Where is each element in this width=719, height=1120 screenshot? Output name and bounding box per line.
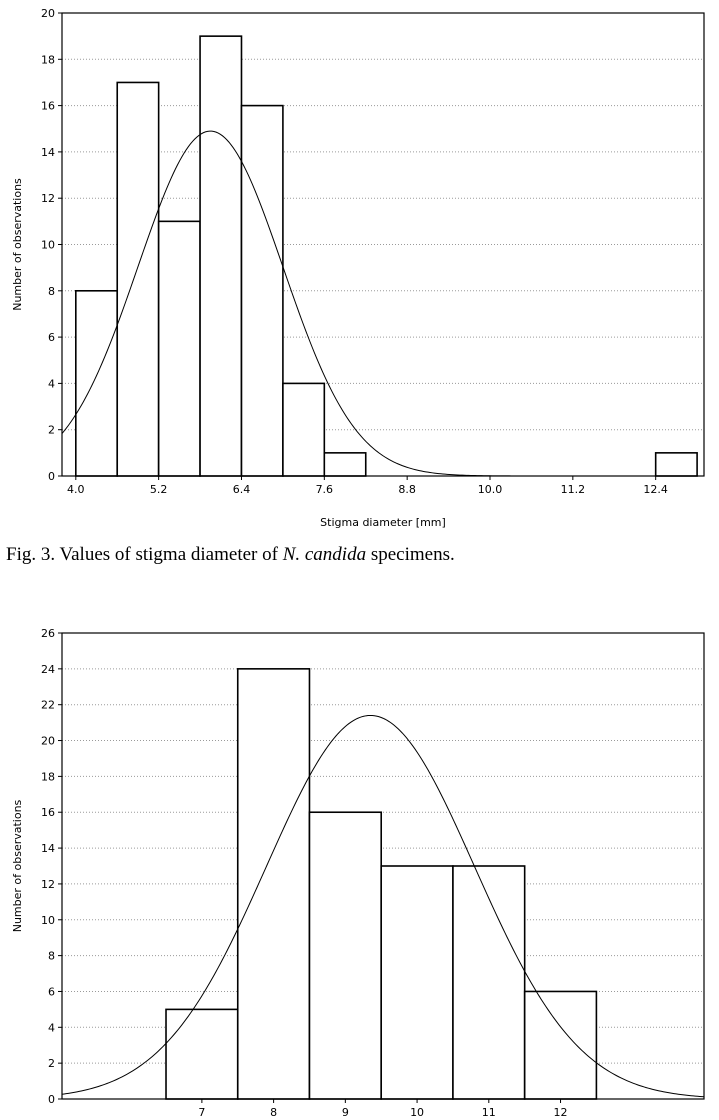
x-tick-label: 11 <box>482 1106 496 1119</box>
histogram-bar <box>165 1008 239 1100</box>
y-tick-label: 8 <box>48 285 55 298</box>
normal-curve <box>61 714 705 1098</box>
y-tick-label: 22 <box>41 699 55 712</box>
x-tick-label: 5.2 <box>150 483 168 496</box>
x-tick-label: 12.4 <box>643 483 668 496</box>
y-tick-label: 12 <box>41 878 55 891</box>
histogram-bar <box>236 668 311 1100</box>
figure-1-caption: Fig. 3. Values of stigma diameter of N. … <box>6 544 455 566</box>
y-tick-label: 16 <box>41 806 55 819</box>
y-axis-label: Number of observations <box>11 178 24 311</box>
x-tick-label: 7.6 <box>316 483 334 496</box>
y-tick-label: 2 <box>48 1057 55 1070</box>
y-tick-label: 18 <box>41 770 55 783</box>
y-tick-label: 10 <box>41 239 55 252</box>
y-tick-label: 0 <box>48 470 55 483</box>
histogram-chart-1: 0 2 4 6 8 10 12 14 16 18 20 4.0 5.2 6.4 7.6 8.8 10.0 11.2… <box>11 7 705 529</box>
histogram-bar <box>199 35 243 477</box>
figure-1: 0 2 4 6 8 10 12 14 16 18 20 4.0 5.2 6.4 7.6 8.8 10.0 11.2… <box>0 0 719 565</box>
histogram-bar <box>282 382 326 477</box>
y-tick-label: 12 <box>41 192 55 205</box>
histogram-bar <box>380 865 454 1100</box>
y-tick-label: 8 <box>48 950 55 963</box>
plot-frame <box>61 632 705 1100</box>
x-tick-label: 9 <box>342 1106 349 1119</box>
histogram-bar <box>116 81 160 477</box>
y-tick-label: 4 <box>48 1021 55 1034</box>
y-tick-label: 6 <box>48 985 55 998</box>
histogram-bar <box>75 289 119 477</box>
x-tick-label: 7 <box>198 1106 205 1119</box>
x-tick-label: 10 <box>410 1106 424 1119</box>
y-tick-label: 4 <box>48 377 55 390</box>
histogram-bar <box>157 220 201 477</box>
x-tick-label: 8 <box>270 1106 277 1119</box>
y-tick-label: 14 <box>41 842 55 855</box>
y-tick-label: 2 <box>48 424 55 437</box>
histogram-bar <box>323 452 367 477</box>
y-axis-label: Number of observations <box>11 799 24 932</box>
y-tick-label: 6 <box>48 331 55 344</box>
y-tick-label: 18 <box>41 53 55 66</box>
histogram-bar <box>654 452 698 477</box>
figure-2: 0 2 4 6 8 10 12 14 16 18 20 22 24 26 7 8 9 10 11 12 Number o… <box>0 620 719 1120</box>
y-tick-label: 14 <box>41 146 55 159</box>
y-tick-label: 24 <box>41 663 55 676</box>
y-tick-label: 0 <box>48 1093 55 1106</box>
histogram-bar <box>452 865 526 1100</box>
histogram-bar <box>523 990 598 1100</box>
y-tick-label: 10 <box>41 914 55 927</box>
x-tick-label: 4.0 <box>67 483 85 496</box>
caption-suffix: specimens. <box>366 544 455 565</box>
x-tick-label: 10.0 <box>478 483 503 496</box>
y-tick-label: 20 <box>41 735 55 748</box>
caption-prefix: Fig. 3. Values of stigma diameter of <box>6 544 283 565</box>
histogram-bar <box>240 104 284 477</box>
x-tick-label: 12 <box>554 1106 568 1119</box>
x-tick-label: 8.8 <box>398 483 416 496</box>
x-tick-label: 11.2 <box>561 483 586 496</box>
histogram-bar <box>308 811 383 1100</box>
x-axis-label: Stigma diameter [mm] <box>320 516 446 529</box>
caption-species: N. candida <box>282 544 367 565</box>
y-tick-label: 26 <box>41 627 55 640</box>
x-tick-label: 6.4 <box>233 483 251 496</box>
y-tick-label: 20 <box>41 7 55 20</box>
y-tick-label: 16 <box>41 100 55 113</box>
